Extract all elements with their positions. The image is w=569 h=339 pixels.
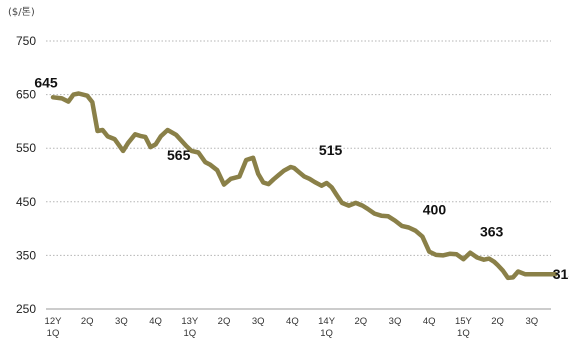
x-tick-label: 3Q	[389, 316, 402, 327]
x-tick-label: 3Q	[252, 316, 265, 327]
data-label: 645	[34, 74, 58, 90]
x-tick-label: 2Q	[491, 316, 504, 327]
y-tick-label: 450	[16, 195, 36, 209]
x-tick-label: 4Q	[423, 316, 436, 327]
x-tick-label: 4Q	[286, 316, 299, 327]
x-tick-label: 2Q	[81, 316, 94, 327]
data-labels: 645 565 515 400 363 315	[34, 74, 569, 282]
data-label: 363	[480, 223, 504, 239]
x-tick-label: 2Q	[218, 316, 231, 327]
x-tick-label: 13Y 1Q	[181, 316, 199, 339]
y-tick-label: 750	[16, 34, 36, 48]
y-tick-label: 350	[16, 248, 36, 262]
x-tick-label: 3Q	[115, 316, 128, 327]
x-tick-label: 4Q	[149, 316, 162, 327]
data-label: 315	[553, 266, 569, 282]
x-tick-label: 3Q	[525, 316, 538, 327]
data-label: 400	[423, 202, 447, 218]
unit-label: ($/톤)	[8, 6, 35, 18]
series-line	[50, 91, 558, 281]
gridlines	[46, 40, 551, 310]
data-label: 565	[167, 147, 191, 163]
x-tick-label: 15Y 1Q	[455, 316, 473, 339]
y-tick-label: 550	[16, 141, 36, 155]
y-tick-label: 650	[16, 88, 36, 102]
x-tick-label: 14Y 1Q	[318, 316, 336, 339]
x-tick-label: 2Q	[354, 316, 367, 327]
x-tick-label: 12Y 1Q	[45, 316, 63, 339]
data-label: 515	[319, 142, 343, 158]
series-group	[50, 91, 558, 281]
x-axis: 12Y 1Q 2Q 3Q 4Q 13Y 1Q 2Q 3Q 4Q 14Y 1Q 2Q 3Q 4Q 15Y 1Q 2Q…	[45, 316, 539, 339]
y-axis: 250 350 450 550 650 750	[16, 34, 36, 316]
y-tick-label: 250	[16, 302, 36, 316]
